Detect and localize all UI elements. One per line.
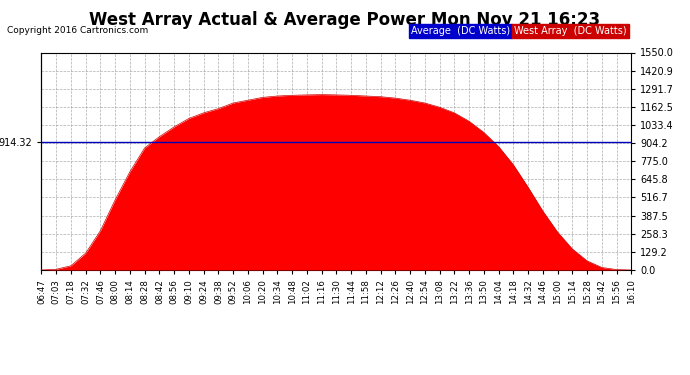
Text: West Array Actual & Average Power Mon Nov 21 16:23: West Array Actual & Average Power Mon No… [90, 11, 600, 29]
Text: West Array  (DC Watts): West Array (DC Watts) [514, 26, 627, 36]
Text: Average  (DC Watts): Average (DC Watts) [411, 26, 510, 36]
Text: Copyright 2016 Cartronics.com: Copyright 2016 Cartronics.com [7, 26, 148, 35]
